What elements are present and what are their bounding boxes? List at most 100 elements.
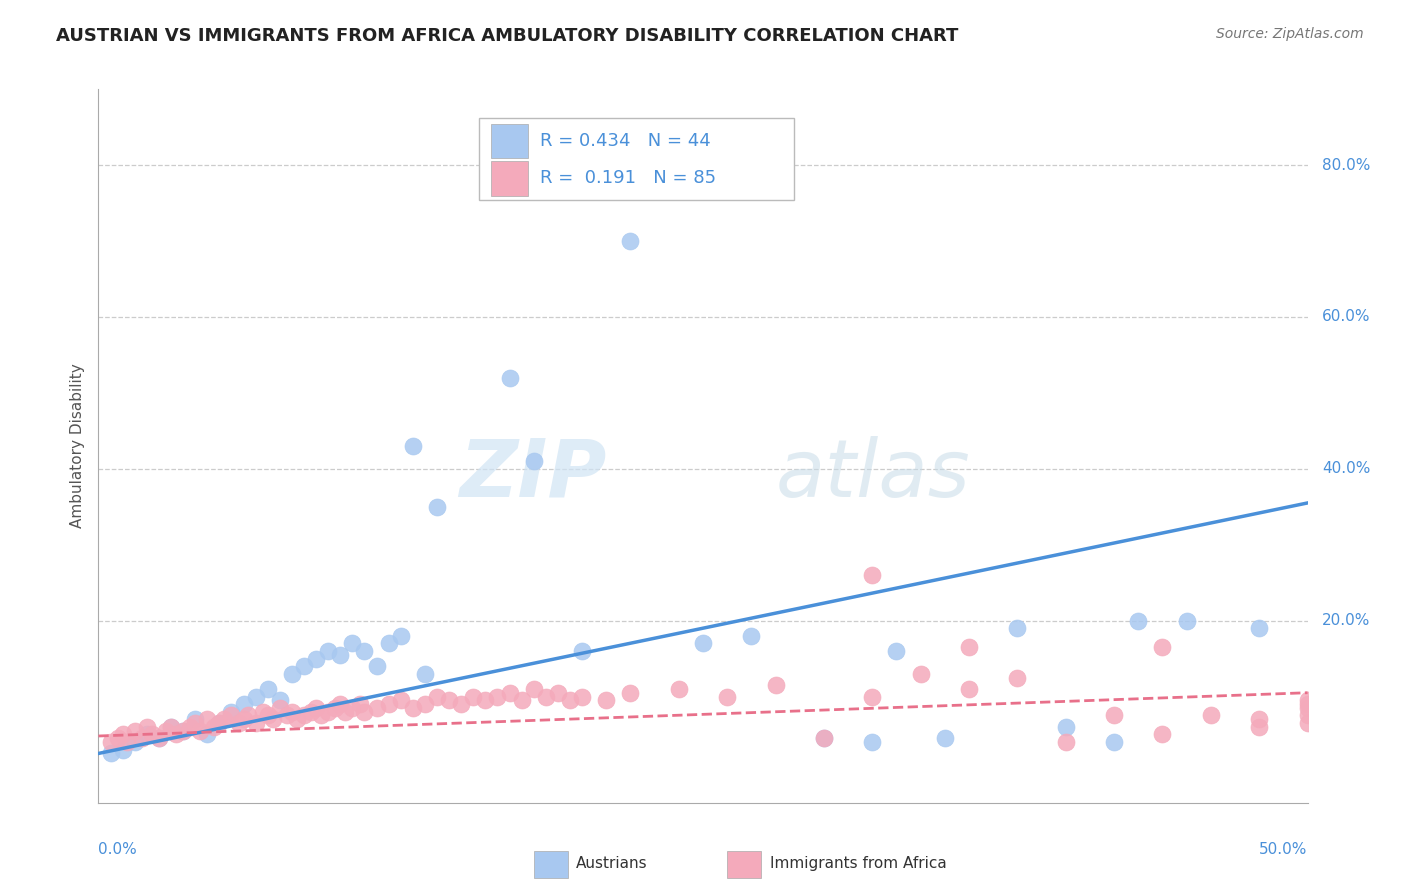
Point (342, 636, 364, 650)
Point (117, 735, 139, 749)
Point (232, 712, 254, 726)
Point (413, 697, 436, 711)
Point (281, 705, 304, 719)
Point (1102, 735, 1125, 749)
Point (377, 636, 399, 650)
Point (124, 723, 146, 738)
Point (262, 712, 284, 726)
Point (1152, 727, 1174, 741)
Point (184, 712, 207, 726)
Point (221, 708, 243, 723)
Point (389, 629, 412, 643)
Point (100, 747, 122, 761)
Text: 20.0%: 20.0% (1322, 613, 1371, 628)
Point (813, 731, 835, 746)
Point (1175, 614, 1198, 628)
Point (860, 735, 883, 749)
Point (256, 681, 278, 696)
Point (366, 701, 388, 715)
Point (1152, 640, 1174, 655)
Text: R =  0.191   N = 85: R = 0.191 N = 85 (540, 169, 716, 187)
Point (172, 723, 194, 738)
Point (402, 439, 425, 453)
Point (256, 708, 278, 723)
Point (342, 701, 364, 715)
Point (1007, 621, 1029, 635)
Point (498, 370, 520, 384)
Point (333, 705, 356, 719)
Point (486, 690, 509, 704)
Point (135, 727, 157, 741)
Point (523, 454, 546, 468)
Point (668, 681, 690, 696)
Point (957, 640, 980, 655)
Text: atlas: atlas (776, 435, 970, 514)
Point (886, 644, 908, 658)
Point (111, 742, 134, 756)
Point (245, 690, 267, 704)
Point (1296, 697, 1319, 711)
Point (316, 705, 339, 719)
FancyBboxPatch shape (492, 124, 527, 158)
Point (353, 644, 375, 658)
Text: 0.0%: 0.0% (98, 842, 138, 857)
FancyBboxPatch shape (727, 851, 761, 878)
Point (160, 720, 183, 734)
Text: 80.0%: 80.0% (1322, 158, 1371, 173)
Point (208, 716, 231, 731)
Point (305, 701, 328, 715)
Point (1296, 701, 1319, 715)
Point (595, 693, 617, 707)
Point (813, 731, 835, 746)
Point (1199, 708, 1222, 723)
Point (160, 720, 183, 734)
Point (619, 234, 641, 248)
Point (179, 720, 201, 734)
Point (276, 708, 298, 723)
Point (111, 727, 134, 741)
Point (155, 723, 177, 738)
Point (232, 697, 254, 711)
Point (252, 705, 274, 719)
Point (148, 731, 170, 746)
Point (329, 648, 352, 662)
Point (292, 708, 315, 723)
Point (238, 708, 260, 723)
Point (1007, 671, 1029, 685)
Point (523, 681, 546, 696)
Point (1249, 720, 1271, 734)
Point (377, 697, 399, 711)
Point (135, 720, 157, 734)
Text: ZIP: ZIP (458, 435, 606, 514)
Point (305, 651, 328, 665)
Point (309, 708, 332, 723)
Point (765, 678, 787, 692)
Point (402, 701, 425, 715)
Point (426, 500, 449, 514)
Point (165, 727, 187, 741)
Point (740, 629, 762, 643)
Point (1296, 708, 1319, 723)
Point (292, 659, 315, 673)
Point (1296, 693, 1319, 707)
Point (1249, 621, 1271, 635)
Point (413, 666, 436, 681)
Point (329, 697, 352, 711)
Point (957, 681, 980, 696)
Point (269, 701, 291, 715)
Text: Immigrants from Africa: Immigrants from Africa (769, 856, 946, 871)
Text: Austrians: Austrians (576, 856, 648, 871)
Point (195, 712, 218, 726)
Point (228, 716, 250, 731)
Text: 40.0%: 40.0% (1322, 461, 1371, 476)
Point (534, 690, 557, 704)
Point (1249, 712, 1271, 726)
Point (148, 731, 170, 746)
Point (860, 690, 883, 704)
Point (299, 705, 322, 719)
Point (498, 686, 520, 700)
FancyBboxPatch shape (479, 118, 793, 200)
Point (172, 723, 194, 738)
Point (188, 723, 211, 738)
Point (281, 666, 304, 681)
